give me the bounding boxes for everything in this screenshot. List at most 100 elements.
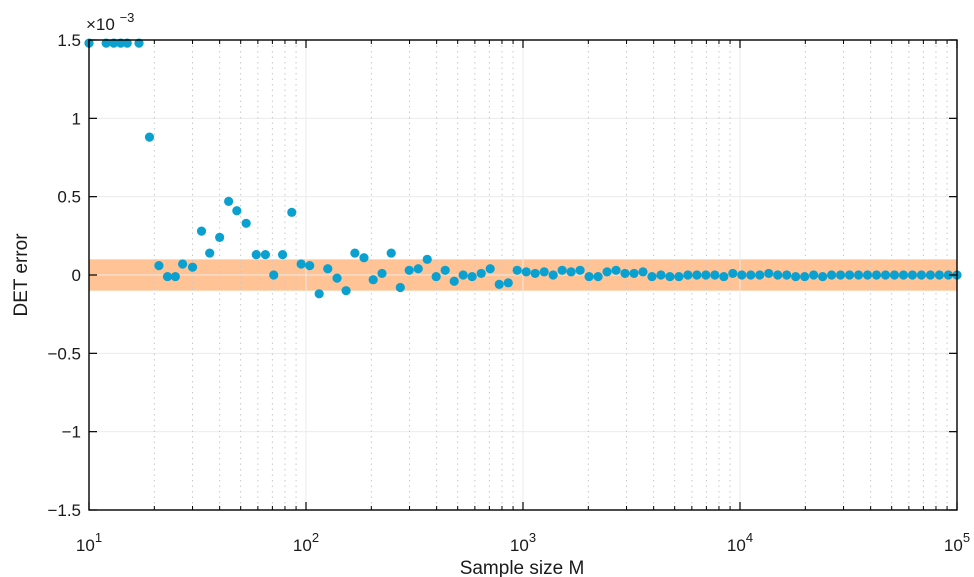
data-point <box>296 259 306 269</box>
y-exponent-base: ×10 <box>86 15 115 34</box>
x-tick-exponent: 1 <box>95 530 102 545</box>
data-point <box>277 250 288 260</box>
data-point <box>178 259 188 269</box>
data-point <box>764 268 774 279</box>
axes-frame <box>88 39 958 511</box>
data-point <box>494 279 504 289</box>
data-point <box>116 38 126 48</box>
x-tick-label: 105 <box>944 530 970 555</box>
data-point <box>853 270 864 280</box>
data-point <box>377 268 387 279</box>
y-tick-label: −0.5 <box>47 344 81 363</box>
data-point <box>701 270 711 280</box>
data-point <box>880 270 891 280</box>
data-point <box>251 250 261 260</box>
data-point <box>656 270 666 280</box>
data-point <box>476 268 486 279</box>
data-point <box>196 226 207 236</box>
data-point <box>449 276 459 286</box>
data-point <box>889 270 900 280</box>
data-point <box>395 282 405 293</box>
data-point <box>404 265 414 275</box>
data-point <box>844 270 855 280</box>
data-point <box>728 268 738 279</box>
data-point <box>638 267 648 277</box>
data-point <box>584 271 594 282</box>
data-point <box>241 218 251 228</box>
y-exponent-power: −3 <box>120 10 135 25</box>
data-point <box>162 271 173 282</box>
data-point <box>101 38 111 48</box>
data-point <box>187 262 198 272</box>
data-point <box>692 270 702 280</box>
data-point <box>205 248 215 258</box>
data-point <box>422 254 432 264</box>
x-tick-exponent: 4 <box>746 530 753 545</box>
data-point <box>122 38 132 48</box>
data-point <box>629 268 639 279</box>
grid-layer <box>89 40 957 510</box>
y-tick-label: 1.5 <box>57 31 81 50</box>
data-point <box>431 271 441 282</box>
data-point <box>305 261 315 271</box>
data-point <box>746 270 756 280</box>
y-tick-label: 0 <box>72 266 81 285</box>
data-point <box>170 271 180 282</box>
x-tick-exponent: 3 <box>529 530 536 545</box>
data-point <box>943 270 953 280</box>
y-axis-label: DET error <box>11 233 32 317</box>
y-tick-label: −1.5 <box>47 501 81 520</box>
y-tick-label: 1 <box>72 109 81 128</box>
data-point <box>557 265 567 275</box>
data-point <box>593 271 603 282</box>
data-point <box>809 270 819 280</box>
data-point <box>620 268 630 279</box>
x-tick-exponent: 2 <box>312 530 319 545</box>
data-points-layer <box>84 38 962 299</box>
data-point <box>719 271 729 282</box>
data-point <box>737 270 747 280</box>
data-point <box>350 248 360 258</box>
data-point <box>782 270 792 280</box>
data-point <box>386 248 396 258</box>
data-point <box>287 207 297 217</box>
data-point <box>925 270 936 280</box>
x-tick-base: 10 <box>293 536 312 555</box>
data-point <box>611 265 621 275</box>
data-point <box>144 132 155 142</box>
x-axis-label: Sample size M <box>460 558 585 577</box>
data-point <box>485 264 495 274</box>
data-point <box>566 267 576 277</box>
data-point <box>440 265 450 275</box>
data-point <box>134 38 144 48</box>
data-point <box>755 270 765 280</box>
data-point <box>835 270 846 280</box>
x-tick-label: 103 <box>510 530 536 555</box>
x-tick-base: 10 <box>727 536 746 555</box>
svg-text:×10 −3: ×10 −3 <box>86 10 134 34</box>
data-point <box>647 271 657 282</box>
data-point <box>827 270 837 280</box>
data-point <box>467 271 477 282</box>
data-point <box>368 275 378 285</box>
x-tick-label: 104 <box>727 530 753 555</box>
x-tick-base: 10 <box>76 536 95 555</box>
data-point <box>683 270 693 280</box>
data-point <box>512 265 522 275</box>
data-point <box>575 265 585 275</box>
data-point <box>530 268 540 279</box>
data-point <box>916 270 927 280</box>
data-point <box>269 270 279 280</box>
x-tick-exponent: 5 <box>963 530 970 545</box>
data-point <box>232 206 242 216</box>
data-point <box>602 267 612 277</box>
data-point <box>674 271 684 282</box>
y-tick-label: −1 <box>62 423 81 442</box>
data-point <box>907 270 918 280</box>
data-point <box>224 196 234 206</box>
data-point <box>109 38 119 48</box>
data-point <box>521 267 531 277</box>
data-point <box>413 264 423 274</box>
